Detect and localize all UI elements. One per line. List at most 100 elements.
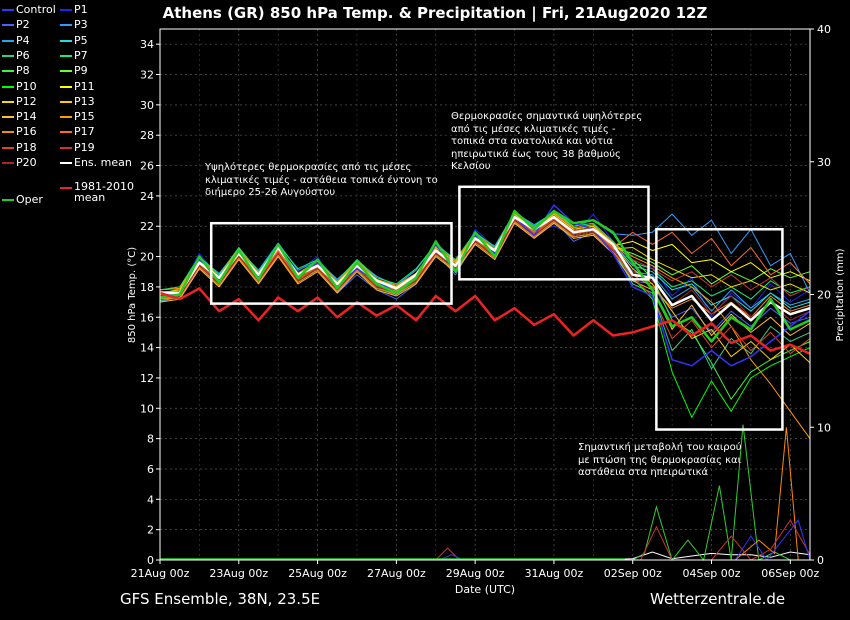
- legend-label: P19: [74, 140, 95, 154]
- annotation-line: κλιματικές τιμές - αστάθεια τοπικά έντον…: [205, 174, 438, 186]
- legend-item: P2: [2, 18, 30, 31]
- annotation-line: διήμερο 25-26 Αυγούστου: [205, 187, 336, 198]
- y2-axis-ticks: 0 10 20 30 40: [810, 23, 831, 567]
- legend-label: P20: [16, 156, 37, 169]
- legend-item-climatology: 1981-2010 mean: [60, 181, 134, 207]
- legend-label: P10: [16, 79, 37, 93]
- series-line: [159, 287, 811, 355]
- legend-swatch: [2, 39, 14, 42]
- annotation-boxes: [209, 185, 784, 431]
- legend-item: P4: [2, 34, 30, 47]
- legend-label: P17: [74, 125, 95, 139]
- legend-label: P9: [74, 64, 88, 78]
- annotation-line: ηπειρωτικά έως τους 38 βαθμούς: [451, 148, 621, 160]
- annotation-box: [655, 228, 784, 431]
- x-axis-label: Date (UTC): [455, 583, 515, 596]
- x-axis-ticks: 21Aug 00z 23Aug 00z 25Aug 00z 27Aug 00z 29Au…: [131, 560, 820, 580]
- chart-title: Athens (GR) 850 hPa Temp. & Precipitatio…: [163, 4, 708, 23]
- y-tick-label: 16: [140, 311, 154, 324]
- legend-label: P14: [16, 110, 37, 124]
- legend-label: P18: [16, 140, 37, 154]
- legend-label: P11: [74, 79, 95, 93]
- y2-tick-label: 30: [817, 156, 831, 169]
- legend-item: P18: [2, 141, 37, 154]
- y-tick-label: 0: [147, 554, 154, 567]
- legend-item: P19: [60, 141, 95, 154]
- legend-swatch: [2, 146, 14, 149]
- y-tick-label: 12: [140, 372, 154, 385]
- legend-label: P3: [74, 18, 88, 32]
- series-line: [159, 218, 811, 312]
- legend-item: Ens. mean: [60, 156, 132, 169]
- legend-item: P17: [60, 125, 95, 138]
- y-tick-label: 30: [140, 99, 154, 112]
- plot-frame: [159, 28, 811, 561]
- grid-lines: [160, 29, 810, 560]
- x-tick-label: 06Sep 00z: [761, 567, 819, 580]
- legend-swatch: [2, 70, 14, 73]
- legend-item-oper: Oper: [2, 193, 43, 206]
- annotation-1: Υψηλότερες θερμοκρασίες από τις μέσες κλι…: [205, 162, 438, 200]
- legend-swatch: [2, 131, 14, 134]
- precip-line: [160, 519, 811, 561]
- legend-swatch: [2, 100, 14, 103]
- annotation-line: τοπικά στα ανατολικά και νότια: [451, 136, 613, 147]
- annotation-3: Σημαντική μεταβολή του καιρού με πτώση τη…: [578, 442, 742, 480]
- legend-item: P3: [60, 18, 88, 31]
- y-axis-label: 850 hPa Temp. (°C): [127, 247, 138, 343]
- annotation-line: Υψηλότερες θερμοκρασίες από τις μέσες: [205, 162, 412, 173]
- legend-swatch: [60, 131, 72, 134]
- y2-tick-label: 40: [817, 23, 831, 36]
- precip-line: [160, 551, 811, 561]
- legend-swatch: [60, 70, 72, 73]
- series-line: [159, 218, 811, 355]
- legend-swatch: [2, 162, 14, 164]
- legend-swatch: [60, 162, 72, 164]
- y-tick-label: 4: [147, 493, 154, 506]
- annotation-line: με πτώση της θερμοκρασίας και: [578, 454, 742, 466]
- legend-swatch: [2, 85, 14, 88]
- footer-source: Wetterzentrale.de: [650, 590, 786, 608]
- annotation-2: Θερμοκρασίες σημαντικά υψηλότερες από τις…: [451, 111, 642, 174]
- y-tick-label: 34: [140, 38, 154, 51]
- series-line: [159, 219, 811, 321]
- legend-label: Oper: [16, 193, 43, 206]
- legend-item: P16: [2, 125, 37, 138]
- legend-label: P8: [16, 64, 30, 78]
- series-line: [159, 222, 811, 336]
- y-tick-label: 6: [147, 463, 154, 476]
- legend-label-line: 1981-2010: [74, 180, 134, 193]
- y-tick-label: 22: [140, 220, 154, 233]
- y2-tick-label: 10: [817, 421, 831, 434]
- x-tick-label: 25Aug 00z: [288, 567, 347, 580]
- legend-item: P5: [60, 34, 88, 47]
- x-tick-label: 29Aug 00z: [446, 567, 505, 580]
- legend-item: P8: [2, 64, 30, 77]
- annotation-box: [209, 221, 453, 305]
- annotation-line: Σημαντική μεταβολή του καιρού: [578, 442, 742, 453]
- legend-swatch: [60, 146, 72, 149]
- precip-line: [160, 519, 811, 561]
- y-tick-label: 10: [140, 402, 154, 415]
- y-tick-label: 28: [140, 129, 154, 142]
- y2-tick-label: 20: [817, 289, 831, 302]
- legend-label: P2: [16, 18, 30, 32]
- x-tick-label: 04Sep 00z: [683, 567, 741, 580]
- legend-swatch: [60, 187, 72, 189]
- legend-item: P6: [2, 49, 30, 62]
- legend-item: P9: [60, 64, 88, 77]
- annotation-line: Κελσίου: [451, 161, 491, 172]
- y-tick-label: 26: [140, 160, 154, 173]
- legend-label-line: mean: [74, 191, 106, 204]
- legend: Control P1 P2 P3 P4 P5 P6 P7 P8 P9 P10 P11 P12 P13 P14…: [0, 0, 140, 210]
- y-tick-label: 14: [140, 342, 154, 355]
- legend-swatch: [2, 199, 14, 201]
- legend-item: P10: [2, 80, 37, 93]
- legend-label: 1981-2010 mean: [74, 181, 134, 203]
- legend-label: P1: [74, 3, 88, 16]
- series-line: [159, 210, 811, 300]
- x-tick-label: 21Aug 00z: [131, 567, 190, 580]
- footer-model-info: GFS Ensemble, 38N, 23.5E: [120, 590, 321, 608]
